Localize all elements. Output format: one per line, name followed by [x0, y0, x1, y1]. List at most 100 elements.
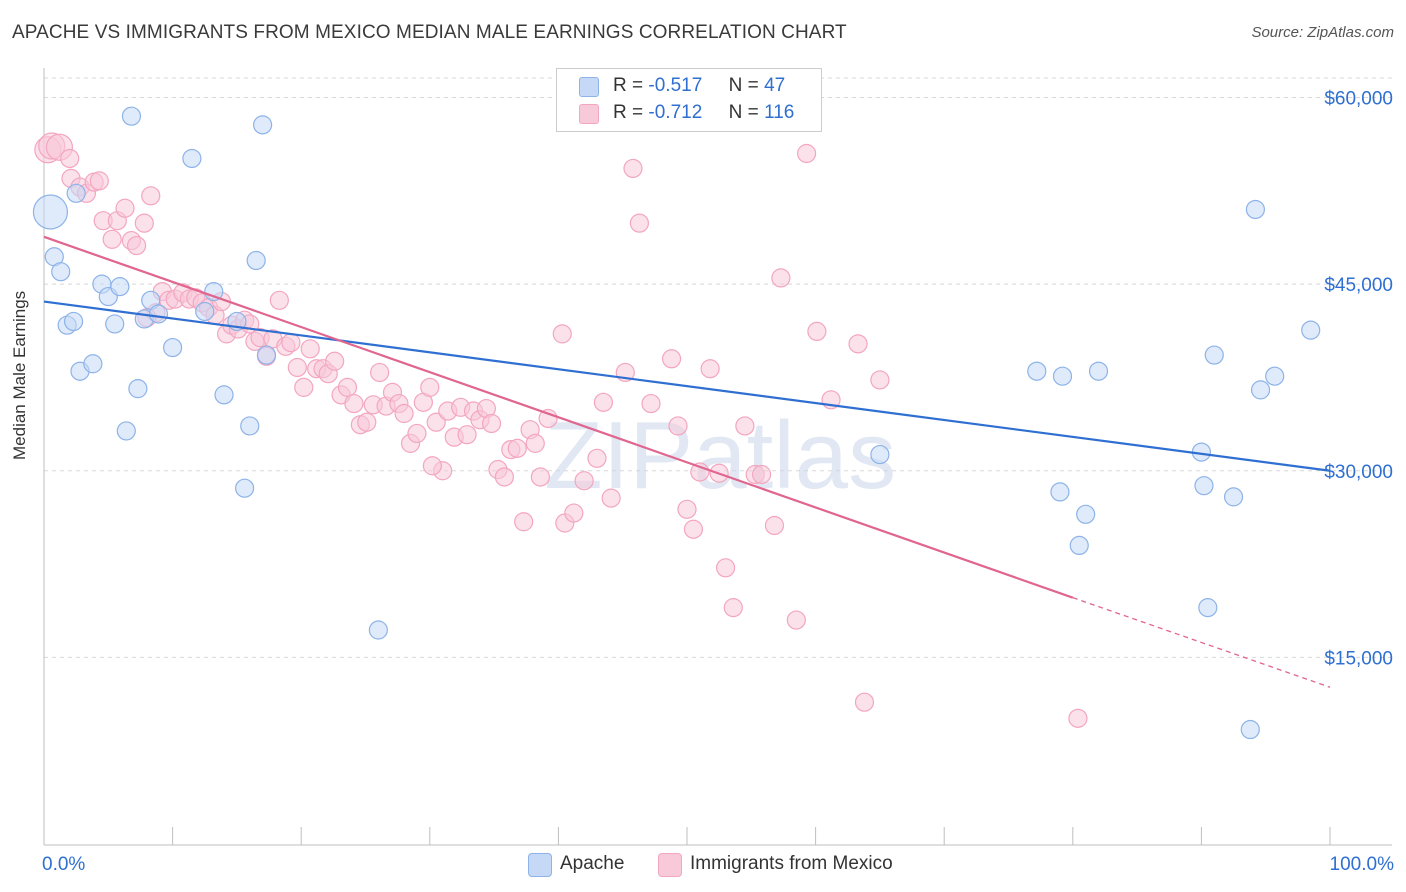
correlation-legend: R = -0.517 N = 47 R = -0.712 N = 116 — [556, 68, 822, 132]
legend-r-value: -0.712 — [648, 102, 703, 123]
legend-r-value: -0.517 — [648, 75, 703, 96]
mexico-point — [60, 148, 80, 169]
apache-point — [1194, 476, 1214, 496]
mexico-point — [723, 598, 743, 618]
mexico-point — [668, 416, 688, 436]
mexico-point — [357, 412, 377, 432]
mexico-point — [426, 412, 446, 432]
y-tick-label: $15,000 — [1324, 648, 1393, 669]
mexico-trend-line — [43, 235, 1074, 599]
apache-point — [1301, 320, 1321, 340]
mexico-point — [457, 425, 477, 445]
mexico-point — [300, 339, 320, 359]
mexico-point — [530, 467, 550, 487]
mexico-point — [407, 423, 427, 444]
apache-point — [1223, 487, 1244, 507]
mexico-point — [700, 359, 720, 379]
apache-point — [1265, 366, 1285, 386]
mexico-point — [134, 213, 154, 233]
mexico-point — [89, 171, 109, 191]
legend-n-label: N = — [728, 75, 759, 96]
apache-point — [256, 345, 277, 365]
mexico-point — [601, 488, 621, 508]
apache-point — [182, 148, 202, 169]
apache-point — [1088, 361, 1109, 381]
mexico-point — [507, 438, 527, 458]
mexico-point — [337, 377, 358, 397]
mexico-point — [481, 413, 502, 434]
mexico-point — [126, 235, 147, 256]
apache-point — [1240, 719, 1260, 740]
y-tick-label: $45,000 — [1324, 275, 1393, 296]
mexico-point — [677, 499, 697, 519]
mexico-swatch — [579, 104, 599, 124]
apache-point — [253, 115, 273, 135]
mexico-legend-swatch — [658, 853, 682, 877]
mexico-point — [1068, 708, 1088, 728]
mexico-point — [269, 290, 289, 310]
mexico-point — [735, 416, 755, 436]
mexico-point — [751, 464, 772, 485]
mexico-point — [807, 321, 827, 342]
mexico-point — [281, 333, 301, 353]
apache-point — [870, 444, 890, 465]
mexico-point — [593, 392, 614, 412]
mexico-point — [422, 456, 442, 476]
apache-point — [32, 194, 69, 230]
mexico-trend-extension — [1072, 597, 1331, 688]
apache-point — [1050, 482, 1070, 502]
legend-n-label: N = — [728, 102, 759, 123]
apache-point — [1052, 366, 1073, 386]
apache-trend-line — [43, 300, 1331, 472]
mexico-point — [525, 433, 545, 453]
mexico-point — [420, 377, 440, 397]
apache-point — [1245, 199, 1266, 220]
mexico-point — [623, 158, 643, 179]
mexico-point — [629, 213, 650, 233]
mexico-point — [494, 467, 514, 487]
apache-point — [1204, 345, 1224, 365]
chart-title: APACHE VS IMMIGRANTS FROM MEXICO MEDIAN … — [12, 22, 847, 43]
mexico-point — [796, 143, 817, 164]
mexico-point — [141, 186, 161, 206]
x-tick-label: 100.0% — [1330, 854, 1395, 875]
apache-point — [83, 354, 103, 374]
mexico-point — [325, 351, 345, 371]
apache-point — [1027, 361, 1047, 381]
mexico-point — [587, 448, 607, 468]
mexico-point — [870, 370, 890, 390]
apache-point — [195, 301, 215, 322]
mexico-point — [102, 229, 122, 249]
mexico-point — [661, 349, 682, 369]
data-points — [32, 106, 1321, 740]
trend-lines — [43, 235, 1331, 688]
legend-n-value: 116 — [764, 102, 795, 123]
apache-point — [1076, 504, 1096, 524]
mexico-point — [394, 403, 414, 424]
apache-point — [204, 281, 224, 302]
mexico-point — [538, 408, 558, 429]
mexico-point — [715, 558, 736, 578]
apache-swatch — [579, 77, 599, 97]
mexico-point — [370, 362, 390, 383]
mexico-point — [552, 324, 572, 344]
legend-n-value: 47 — [764, 75, 786, 96]
mexico-point — [514, 512, 534, 532]
y-tick-label: $60,000 — [1324, 89, 1393, 110]
apache-point — [116, 421, 136, 441]
mexico-point — [786, 610, 806, 630]
apache-point — [246, 250, 266, 271]
apache-point — [63, 311, 84, 332]
mexico-point — [294, 377, 314, 397]
apache-legend-label: Apache — [560, 853, 625, 874]
apache-point — [128, 379, 148, 399]
mexico-point — [764, 515, 785, 536]
apache-point — [214, 385, 234, 405]
apache-point — [235, 478, 255, 498]
apache-point — [66, 183, 86, 203]
mexico-point — [574, 471, 594, 491]
apache-point — [1069, 535, 1089, 556]
mexico-point — [564, 503, 584, 523]
mexico-point — [683, 519, 704, 539]
